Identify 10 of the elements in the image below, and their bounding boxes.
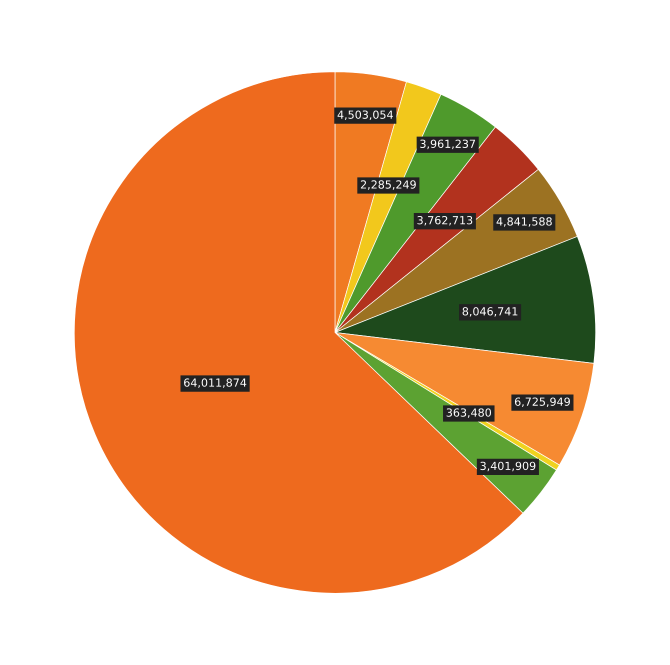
data-label: 363,480	[446, 408, 492, 418]
data-label: 3,961,237	[420, 140, 476, 150]
data-label: 6,725,949	[514, 397, 570, 407]
data-label: 64,011,874	[184, 378, 246, 388]
data-label: 3,401,909	[480, 462, 536, 472]
data-label: 4,503,054	[338, 110, 393, 120]
data-label: 3,762,713	[417, 216, 472, 226]
data-label: 8,046,741	[462, 307, 518, 317]
data-label: 2,285,249	[360, 180, 416, 190]
data-label: 4,841,588	[496, 217, 552, 227]
